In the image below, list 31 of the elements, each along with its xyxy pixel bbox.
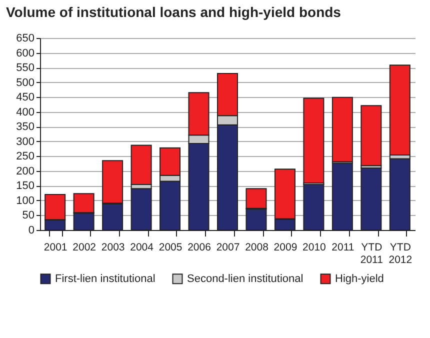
y-tick-label: 450 bbox=[16, 92, 34, 104]
y-tick-label: 250 bbox=[16, 150, 34, 163]
x-tick-label: 2005 bbox=[158, 242, 182, 254]
y-tick-label: 400 bbox=[16, 106, 34, 118]
chart-title: Volume of institutional loans and high-yield bonds bbox=[6, 4, 342, 20]
y-tick-label: 0 bbox=[28, 224, 34, 236]
x-tick-label: 2002 bbox=[72, 242, 96, 254]
legend-label: High-yield bbox=[335, 272, 384, 285]
x-tick-label: 2009 bbox=[274, 242, 298, 254]
y-tick-label: 100 bbox=[16, 194, 34, 207]
y-tick-label: 550 bbox=[16, 62, 34, 74]
legend-label: Second-lien institutional bbox=[187, 272, 304, 285]
y-tick-label: 650 bbox=[16, 32, 34, 44]
x-tick-label: YTD 2012 bbox=[388, 242, 412, 266]
y-tick-label: 500 bbox=[16, 76, 34, 89]
y-tick-label: 200 bbox=[16, 165, 34, 178]
x-tick-label: 2003 bbox=[101, 242, 125, 254]
y-tick-label: 300 bbox=[16, 136, 34, 148]
y-tick-label: 350 bbox=[16, 121, 34, 134]
x-tick-label: 2010 bbox=[302, 242, 326, 254]
x-tick-label: 2004 bbox=[130, 242, 154, 254]
y-tick-label: 150 bbox=[16, 180, 34, 192]
x-tick-label: 2011 bbox=[332, 242, 354, 254]
legend-label: First-lien institutional bbox=[55, 272, 156, 285]
x-tick-label: 2007 bbox=[216, 242, 240, 254]
x-tick-label: 2001 bbox=[44, 242, 68, 254]
x-tick-label: 2006 bbox=[188, 242, 212, 254]
x-tick-label: YTD 2011 bbox=[360, 242, 384, 266]
x-tick-label: 2008 bbox=[245, 242, 269, 254]
y-tick-label: 50 bbox=[22, 210, 34, 222]
y-tick-label: 600 bbox=[16, 47, 34, 60]
